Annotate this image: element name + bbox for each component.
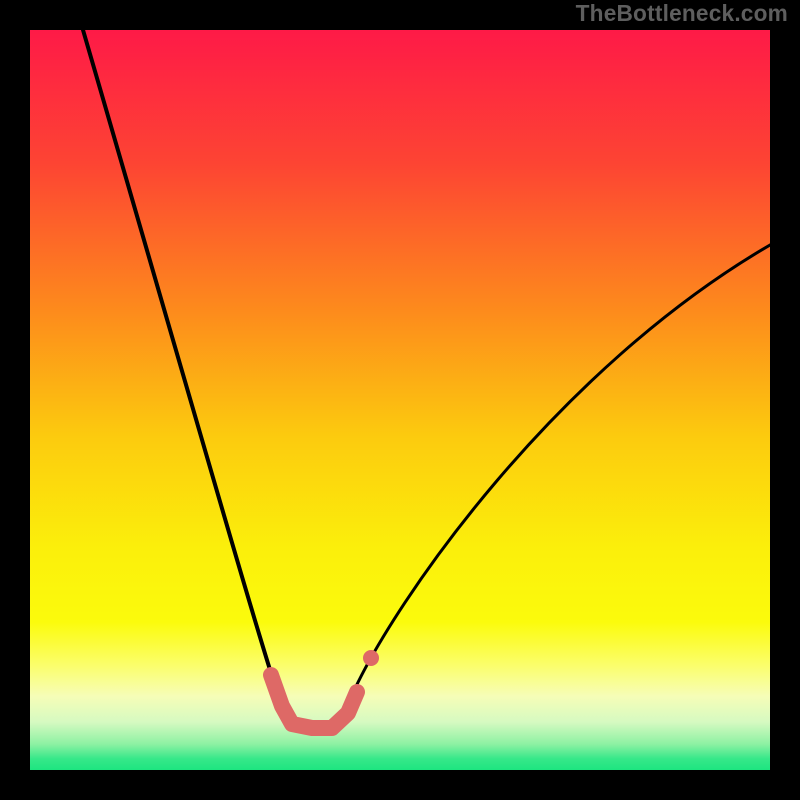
chart-canvas: TheBottleneck.com [0, 0, 800, 800]
gradient-background [30, 30, 770, 770]
watermark-text: TheBottleneck.com [576, 0, 788, 27]
bottleneck-chart [0, 0, 800, 800]
trough-dot [363, 650, 379, 666]
